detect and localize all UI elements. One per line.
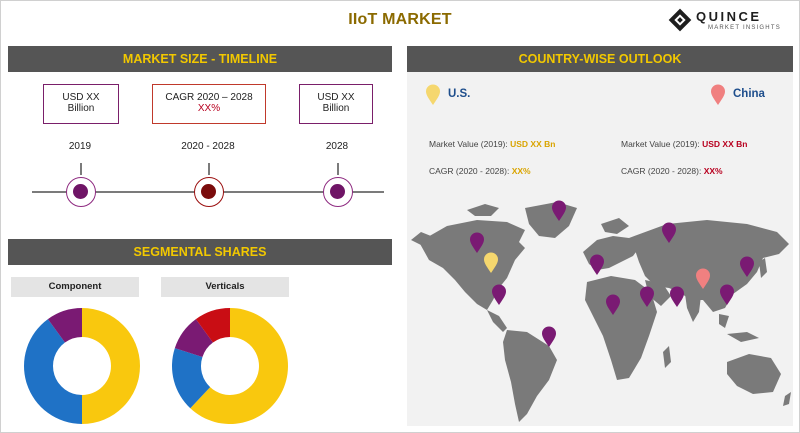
us-pin-icon [426, 84, 440, 105]
component-slice-0 [82, 308, 140, 424]
china-market-label: Market Value (2019): [621, 139, 700, 149]
timeline-year-2019: 2019 [68, 141, 92, 152]
us-cagr-value: XX% [511, 166, 531, 176]
us-country-name: U.S. [448, 88, 471, 100]
timeline-stem [80, 163, 82, 175]
us-market-value-row: Market Value (2019): USD XX Bn [429, 139, 555, 149]
us-market-value: USD XX Bn [510, 139, 556, 149]
china-market-value-row: Market Value (2019): USD XX Bn [621, 139, 747, 149]
map-pin-china-icon [696, 268, 710, 289]
timeline-box-unit: Billion [67, 103, 95, 114]
map-pin-icon [640, 286, 654, 307]
timeline-box-value: USD XX [317, 92, 355, 103]
map-pin-us-icon [484, 252, 498, 273]
verticals-slice-1 [172, 348, 211, 409]
map-pin-icon [470, 232, 484, 253]
china-cagr-row: CAGR (2020 - 2028): XX% [621, 166, 723, 176]
map-pin-icon [720, 284, 734, 305]
timeline-node-cagr [194, 177, 224, 207]
component-donut-chart [24, 308, 140, 424]
us-market-label: Market Value (2019): [429, 139, 508, 149]
china-cagr-value: XX% [703, 166, 723, 176]
timeline-box-cagr: CAGR 2020 – 2028 XX% [152, 84, 266, 124]
component-slice-2 [47, 308, 82, 343]
timeline-stem [208, 163, 210, 175]
logo-word: QUINCE [696, 9, 762, 24]
us-cagr-label: CAGR (2020 - 2028): [429, 166, 510, 176]
verticals-donut-chart [172, 308, 288, 424]
country-outlook-header: COUNTRY-WISE OUTLOOK [407, 46, 793, 72]
timeline-year-period: 2020 - 2028 [181, 141, 235, 152]
verticals-label: Verticals [161, 277, 289, 297]
map-pin-icon [492, 284, 506, 305]
verticals-slice-0 [190, 308, 288, 424]
timeline-year-2028: 2028 [325, 141, 349, 152]
logo-subtitle: MARKET INSIGHTS [708, 25, 781, 31]
component-label: Component [11, 277, 139, 297]
logo-diamond-icon [668, 8, 692, 32]
timeline-node-2028 [323, 177, 353, 207]
china-country-name: China [733, 88, 765, 100]
timeline-stem [337, 163, 339, 175]
map-pin-icon [590, 254, 604, 275]
map-pin-icon [542, 326, 556, 347]
market-size-header: MARKET SIZE - TIMELINE [8, 46, 392, 72]
map-pin-icon [552, 200, 566, 221]
timeline-box-2019: USD XX Billion [43, 84, 119, 124]
map-pin-icon [670, 286, 684, 307]
map-pins [470, 200, 754, 347]
verticals-slice-3 [195, 308, 230, 343]
timeline-box-2028: USD XX Billion [299, 84, 373, 124]
china-cagr-label: CAGR (2020 - 2028): [621, 166, 702, 176]
world-map [411, 200, 791, 422]
map-pin-icon [662, 222, 676, 243]
map-pin-icon [606, 294, 620, 315]
timeline-box-cagr-value: XX% [197, 103, 221, 114]
component-slice-1 [24, 319, 82, 424]
page-title: IIoT MARKET [348, 11, 452, 28]
us-cagr-row: CAGR (2020 - 2028): XX% [429, 166, 531, 176]
segmental-shares-header: SEGMENTAL SHARES [8, 239, 392, 265]
timeline-box-value: USD XX [62, 92, 100, 103]
world-map-land [411, 202, 791, 422]
timeline-box-unit: Billion [322, 103, 350, 114]
timeline-node-2019 [66, 177, 96, 207]
map-pin-icon [740, 256, 754, 277]
china-market-value: USD XX Bn [702, 139, 748, 149]
verticals-slice-2 [174, 319, 213, 358]
timeline-box-cagr-label: CAGR 2020 – 2028 [165, 92, 253, 103]
china-pin-icon [711, 84, 725, 105]
quince-logo: QUINCE MARKET INSIGHTS [668, 6, 792, 38]
